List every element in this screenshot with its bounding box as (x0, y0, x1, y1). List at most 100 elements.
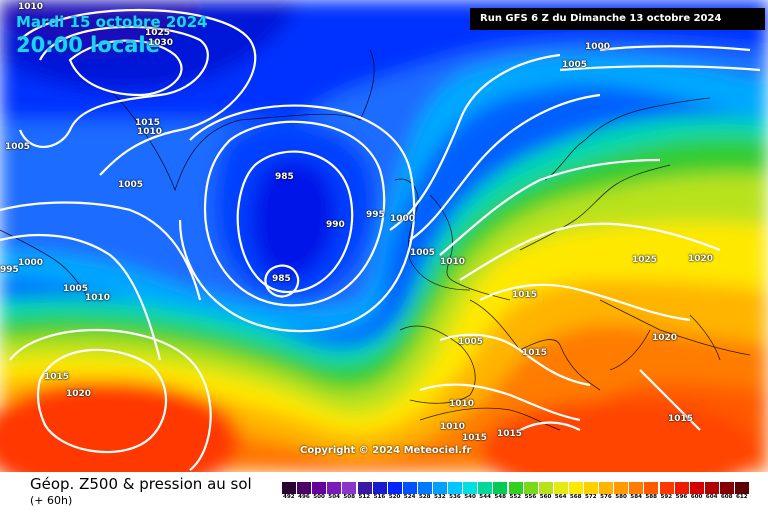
legend-value: 552 (509, 494, 522, 500)
legend-value: 584 (630, 494, 642, 500)
legend-swatch (704, 482, 719, 494)
pressure-label: 1025 (145, 28, 171, 38)
legend-value: 612 (736, 494, 748, 500)
map-title: Géop. Z500 & pression au sol (30, 475, 252, 493)
legend-value: 540 (464, 494, 476, 500)
legend-value: 544 (479, 494, 491, 500)
legend-swatch (719, 482, 734, 494)
pressure-label: 1015 (512, 290, 538, 300)
legend-value: 600 (690, 494, 703, 500)
z500-color-field (0, 0, 768, 472)
legend-swatch (644, 482, 659, 494)
legend-swatch (659, 482, 674, 494)
pressure-label: 990 (326, 220, 345, 230)
pressure-label: 985 (275, 172, 294, 182)
pressure-label: 1015 (135, 118, 161, 128)
pressure-label: 1005 (458, 337, 484, 347)
legend-value: 608 (720, 494, 733, 500)
pressure-label: 985 (272, 274, 291, 284)
pressure-label: 1015 (44, 372, 70, 382)
legend-value: 500 (313, 494, 325, 500)
legend-swatch (568, 482, 583, 494)
legend-swatch (478, 482, 493, 494)
legend-swatch (327, 482, 342, 494)
legend-value: 532 (434, 494, 446, 500)
legend-value: 504 (328, 494, 340, 500)
legend-value: 564 (554, 494, 567, 500)
legend-swatch (342, 482, 357, 494)
legend-swatch (523, 482, 538, 494)
legend-swatch (282, 482, 296, 494)
legend-value: 604 (705, 494, 718, 500)
legend-swatch (614, 482, 629, 494)
legend-value: 536 (449, 494, 461, 500)
legend-swatch (493, 482, 508, 494)
legend-value: 556 (524, 494, 537, 500)
legend-swatch (372, 482, 387, 494)
pressure-label: 1010 (440, 422, 466, 432)
legend-value: 572 (585, 494, 597, 500)
legend-swatch (463, 482, 478, 494)
pressure-label: 1010 (449, 399, 475, 409)
pressure-label: 1015 (462, 433, 488, 443)
pressure-label: 1030 (148, 38, 174, 48)
pressure-label: 1015 (497, 429, 523, 439)
legend-value: 548 (494, 494, 507, 500)
legend-swatch (402, 482, 417, 494)
legend-swatch (448, 482, 463, 494)
pressure-label: 1005 (118, 180, 144, 190)
legend-swatch (297, 482, 312, 494)
legend-swatch (538, 482, 553, 494)
legend-value: 520 (388, 494, 401, 500)
legend-value: 588 (645, 494, 658, 500)
coastlines (0, 49, 751, 431)
pressure-label: 1005 (5, 142, 31, 152)
legend-swatch (312, 482, 327, 494)
legend-value: 492 (283, 494, 295, 500)
copyright-notice: Copyright © 2024 Meteociel.fr (300, 445, 472, 456)
legend-swatch (387, 482, 402, 494)
legend-swatch (553, 482, 568, 494)
pressure-label: 1010 (137, 127, 163, 137)
model-run-info: Run GFS 6 Z du Dimanche 13 octobre 2024 (470, 8, 765, 30)
pressure-label: 1020 (652, 333, 678, 343)
pressure-label: 1010 (440, 257, 466, 267)
pressure-label: 1000 (390, 214, 416, 224)
legend-value: 512 (358, 494, 371, 500)
legend-value: 508 (343, 494, 356, 500)
legend-swatch (433, 482, 447, 494)
legend-swatch (674, 482, 689, 494)
forecast-time: 20:00 locale (16, 33, 160, 57)
legend-swatch (599, 482, 614, 494)
pressure-label: 1020 (66, 389, 92, 399)
legend-swatch (508, 482, 523, 494)
pressure-label: 1000 (18, 258, 44, 268)
forecast-date: Mardi 15 octobre 2024 (16, 13, 208, 31)
legend-value: 496 (298, 494, 310, 500)
pressure-label: 1000 (585, 42, 611, 52)
legend-value: 592 (660, 494, 673, 500)
pressure-label: 1005 (63, 284, 89, 294)
pressure-label: 1020 (688, 254, 714, 264)
pressure-label: 1005 (410, 248, 436, 258)
legend-value: 516 (373, 494, 386, 500)
legend-value: 580 (615, 494, 627, 500)
legend-value: 576 (600, 494, 612, 500)
pressure-label: 995 (366, 210, 385, 220)
legend-swatch (357, 482, 372, 494)
pressure-label: 1010 (18, 2, 44, 12)
legend-swatch (629, 482, 644, 494)
pressure-label: 1005 (562, 60, 588, 70)
color-scale-legend: 492 496 500 504 508 512 516 520 524 528 532 536 540 5… (282, 482, 750, 508)
legend-swatch (417, 482, 432, 494)
legend-value: 560 (539, 494, 552, 500)
legend-swatch (584, 482, 598, 494)
legend-value: 596 (675, 494, 688, 500)
pressure-label: 1025 (632, 255, 658, 265)
pressure-label: 1015 (522, 348, 548, 358)
legend-value: 568 (569, 494, 582, 500)
pressure-label: 1015 (668, 414, 694, 424)
isobars (0, 9, 761, 471)
forecast-offset: (+ 60h) (30, 494, 73, 507)
